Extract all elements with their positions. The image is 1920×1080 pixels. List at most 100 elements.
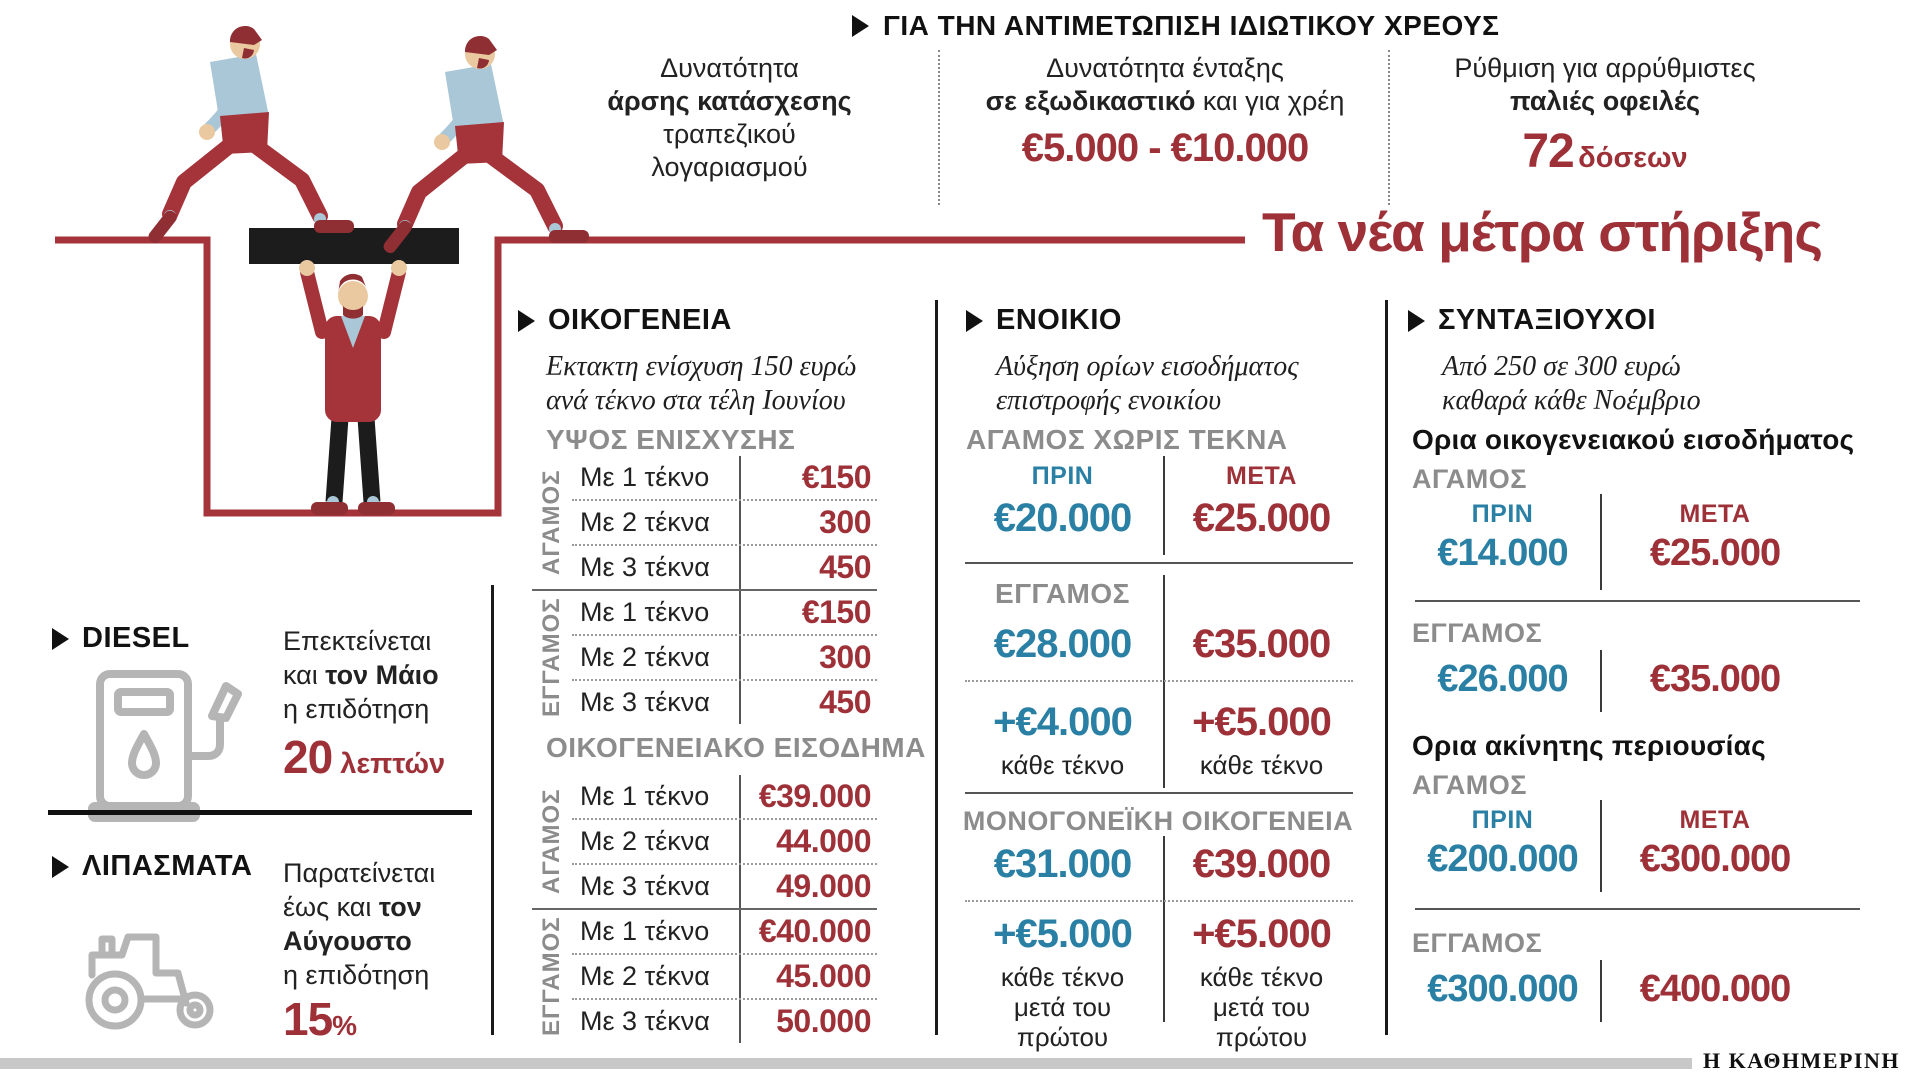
pensioners-before-value: €300.000 [1427, 968, 1579, 1010]
pensioners-before-value: €14.000 [1437, 532, 1568, 574]
group-side-label: ΑΓΑΜΟΣ [538, 469, 565, 576]
pensioners-title: ΣΥΝΤΑΞΙΟΥΧΟΙ [1438, 304, 1656, 336]
benefit-amount: 72 δόσεων [1522, 125, 1688, 178]
fertilizers-title-row: ΛΙΠΑΣΜΑΤΑ [52, 850, 252, 883]
pensioners-after-value: €25.000 [1649, 532, 1781, 574]
family-aid-table: ΑΓΑΜΟΣ Με 1 τέκνο €150 Με 2 τέκνα 300 Με 3… [532, 456, 877, 724]
before-after-rule [1600, 800, 1602, 892]
before-after-rule [1163, 836, 1165, 1022]
family-group-single: ΑΓΑΜΟΣ Με 1 τέκνο €150 Με 2 τέκνα 300 Με 3… [532, 456, 877, 589]
group-side-label: ΕΓΓΑΜΟΣ [538, 916, 565, 1037]
group-label: ΕΓΓΑΜΟΣ [1412, 928, 1543, 958]
footer-bar [0, 1058, 1692, 1069]
after-label: ΜΕΤΑ [1679, 500, 1751, 528]
before-after-rule [1600, 650, 1602, 712]
section-separator [965, 562, 1353, 564]
sidebar-divider [491, 585, 494, 1035]
benefit-line: Δυνατότητα [660, 53, 799, 83]
after-label: ΜΕΤΑ [1226, 462, 1297, 490]
family-title: ΟΙΚΟΓΕΝΕΙΑ [548, 304, 732, 336]
rent-before-value: €28.000 [993, 622, 1133, 666]
benefit-line: λογαριασμού [651, 152, 808, 182]
table-row: Με 1 τέκνο €150 [572, 591, 877, 634]
after-label: ΜΕΤΑ [1679, 806, 1751, 834]
benefit-amount: €5.000 - €10.000 [1021, 126, 1309, 170]
table-row: Με 3 τέκνα 49.000 [572, 863, 877, 908]
man-in-pit [299, 260, 407, 515]
row-separator [965, 680, 1353, 682]
group-side-label: ΕΓΓΑΜΟΣ [538, 597, 565, 718]
benefit-line: τραπεζικού [663, 119, 796, 149]
section-separator [965, 792, 1353, 794]
column-divider [935, 300, 938, 1035]
header-divider [1388, 50, 1390, 205]
rent-bullet-icon [966, 309, 983, 332]
pensioners-after-value: €400.000 [1639, 968, 1792, 1010]
per-child-note: κάθε τέκνο μετά του πρώτου [1000, 962, 1125, 1052]
diesel-title-row: DIESEL [52, 622, 190, 655]
per-child-note: κάθε τέκνο [1199, 750, 1324, 780]
rent-heading-singleparent: ΜΟΝΟΓΟΝΕΪΚΗ ΟΙΚΟΓΕΝΕΙΑ [962, 806, 1354, 836]
before-label: ΠΡΙΝ [1031, 462, 1094, 490]
rent-before-value: €31.000 [993, 842, 1133, 886]
page-title: Τα νέα μέτρα στήριξης [1262, 201, 1823, 263]
table-row: Με 3 τέκνα 450 [572, 544, 877, 589]
per-child-note: κάθε τέκνο μετά του πρώτου [1199, 962, 1324, 1052]
diesel-title: DIESEL [82, 622, 190, 654]
table-row: Με 2 τέκνα 44.000 [572, 818, 877, 863]
benefit-line-bold: παλιές οφειλές [1509, 86, 1701, 116]
footer-brand: Η ΚΑΘΗΜΕΡΙΝΗ [1703, 1048, 1900, 1073]
pit-illustration [55, 0, 1245, 517]
benefit-line: σε εξωδικαστικό και για χρέη [985, 86, 1345, 116]
rent-title: ΕΝΟΙΚΙΟ [996, 304, 1122, 336]
group-side-label: ΑΓΑΜΟΣ [538, 788, 565, 895]
kicker-triangle-icon [852, 15, 869, 37]
family-group-single: ΑΓΑΜΟΣ Με 1 τέκνο €39.000 Με 2 τέκνα 44.00… [532, 775, 877, 908]
group-label: ΕΓΓΑΜΟΣ [1412, 618, 1543, 648]
family-income-table: ΑΓΑΜΟΣ Με 1 τέκνο €39.000 Με 2 τέκνα 44.00… [532, 775, 877, 1043]
before-after-rule [1163, 456, 1165, 555]
table-row: Με 2 τέκνα 300 [572, 634, 877, 679]
pit-ground-line [55, 236, 1245, 517]
per-child-note: κάθε τέκνο [1000, 750, 1125, 780]
family-group-married: ΕΓΓΑΜΟΣ Με 1 τέκνο €150 Με 2 τέκνα 300 Με … [532, 589, 877, 724]
family-table2-title: ΟΙΚΟΓΕΝΕΙΑΚΟ ΕΙΣΟΔΗΜΑ [546, 732, 926, 763]
pensioners-before-value: €200.000 [1427, 838, 1579, 880]
row-separator [965, 900, 1353, 902]
rent-title-row: ΕΝΟΙΚΙΟ [966, 304, 1122, 337]
pensioners-block1-heading: Ορια οικογενειακού εισοδήματος [1412, 424, 1855, 455]
diesel-text: Επεκτείνεται και τον Μάιο η επιδότηση [283, 626, 439, 724]
table-row: Με 1 τέκνο €40.000 [572, 910, 877, 953]
table-row: Με 3 τέκνα 50.000 [572, 998, 877, 1043]
rent-subtitle: Αύξηση ορίων εισοδήματος επιστροφής ενοι… [996, 351, 1299, 416]
family-subtitle: Εκτακτη ενίσχυση 150 ευρώ ανά τέκνο στα … [546, 351, 857, 416]
family-bullet-icon [518, 309, 535, 332]
pensioners-before-value: €26.000 [1437, 658, 1568, 700]
column-divider [1385, 300, 1388, 1035]
rent-heading-single: ΑΓΑΜΟΣ ΧΩΡΙΣ ΤΕΚΝΑ [966, 424, 1288, 455]
debt-kicker-label: ΓΙΑ ΤΗΝ ΑΝΤΙΜΕΤΩΠΙΣΗ ΙΔΙΩΤΙΚΟΥ ΧΡΕΟΥΣ [883, 10, 1500, 41]
benefit-line-bold: άρσης κατάσχεσης [607, 86, 852, 116]
rent-after-extra: +€5.000 [1192, 912, 1332, 956]
table-row: Με 3 τέκνα 450 [572, 679, 877, 724]
beam [249, 228, 459, 264]
rent-before-extra: +€4.000 [993, 700, 1133, 744]
pensioners-bullet-icon [1408, 309, 1425, 332]
section-separator [1415, 908, 1860, 910]
group-label: ΑΓΑΜΟΣ [1412, 770, 1527, 800]
before-after-rule [1600, 960, 1602, 1022]
fertilizers-bullet-icon [52, 855, 69, 878]
pensioners-after-value: €300.000 [1639, 838, 1792, 880]
before-after-rule [1600, 494, 1602, 590]
before-label: ΠΡΙΝ [1471, 500, 1534, 528]
pensioners-subtitle: Από 250 σε 300 ευρώ καθαρά κάθε Νοέμβριο [1442, 351, 1701, 416]
rent-before-extra: +€5.000 [993, 912, 1133, 956]
benefit-line: Ρύθμιση για αρρύθμιστες [1454, 53, 1756, 83]
diesel-bullet-icon [52, 627, 69, 650]
rent-after-value: €25.000 [1192, 496, 1332, 540]
benefit-out-of-court: Δυνατότητα ένταξης σε εξωδικαστικό και γ… [985, 52, 1345, 171]
family-table1-title: ΥΨΟΣ ΕΝΙΣΧΥΣΗΣ [546, 424, 796, 455]
rent-heading-married: ΕΓΓΑΜΟΣ [995, 578, 1130, 609]
walking-man-right [381, 36, 589, 255]
